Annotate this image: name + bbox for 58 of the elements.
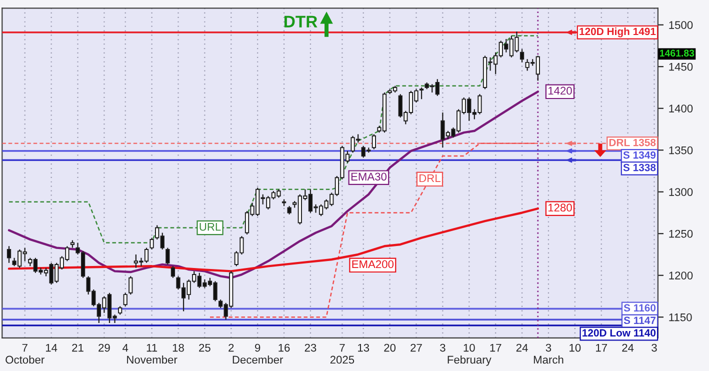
x-tick-label: 21 [72,344,84,352]
y-tick-label: 1200 [669,272,693,280]
line-series [8,90,540,279]
ref-line-label: 120D Low 1140 [582,329,656,337]
line-series [8,35,539,244]
x-tick-label: 10 February [448,344,492,366]
candlestick [123,292,128,307]
x-tick-label: 24 [622,344,634,352]
x-tick-label: 27 [410,344,422,352]
y-tick-label: 1250 [669,230,693,238]
ref-line-label: 120D High 1491 [580,28,656,38]
x-tick-label: 23 [304,344,316,352]
series-label: DRL [420,174,440,182]
data-label: 1420 [548,86,572,95]
series-label: EMA30 [351,172,387,181]
x-tick-label: 16 [278,344,290,352]
y-tick-label: 1450 [669,62,693,71]
x-tick-label: 14 [46,344,58,352]
chart-title: DTR [284,16,318,28]
candlestick [520,48,524,63]
x-tick-label: 24 [516,344,528,352]
candlestick [6,246,12,264]
x-tick-label: 25 [199,344,210,352]
y-tick-label: 1150 [669,313,692,322]
x-tick-label: 4 [122,344,128,352]
x-tick-label: 18 [172,344,184,352]
x-tick-label: 2 [228,344,234,352]
x-tick-label: 3 [440,344,446,352]
x-tick-label: 7 October [6,344,44,364]
y-tick-label: 1500 [669,21,693,29]
x-tick-label: 3 [652,344,657,352]
y-tick-label: 1400 [669,104,693,112]
y-tick-label: 1350 [669,146,693,154]
x-tick-label: 10 [570,344,581,352]
candlestick [150,237,154,250]
ref-line-label: S 1338 [623,164,656,172]
ref-line-label: S 1349 [623,151,656,159]
ref-line-label: DRL 1358 [609,138,656,146]
candlestick [166,247,170,266]
line-series [8,207,540,272]
x-tick-label: 3 March [534,344,564,364]
ref-line-label: S 1160 [624,304,656,312]
x-tick-label: 29 [98,344,110,352]
x-tick-label: 17 [490,344,502,352]
candlestick [419,86,424,100]
series-label: URL [200,222,221,231]
candlestick [170,266,176,278]
y-tick-label: 1300 [669,188,693,196]
text: 1461.83 [660,50,694,57]
ref-line-label: S 1147 [624,316,656,324]
data-label: 1280 [548,204,572,212]
x-tick-label: 17 [596,344,607,352]
candlestick [372,134,376,150]
candlestick [128,276,133,296]
x-tick-label: 13 [358,344,370,352]
x-tick-label: 7 2025 [330,344,354,364]
series-label: EMA200 [352,260,394,268]
x-tick-label: 20 [384,344,396,352]
